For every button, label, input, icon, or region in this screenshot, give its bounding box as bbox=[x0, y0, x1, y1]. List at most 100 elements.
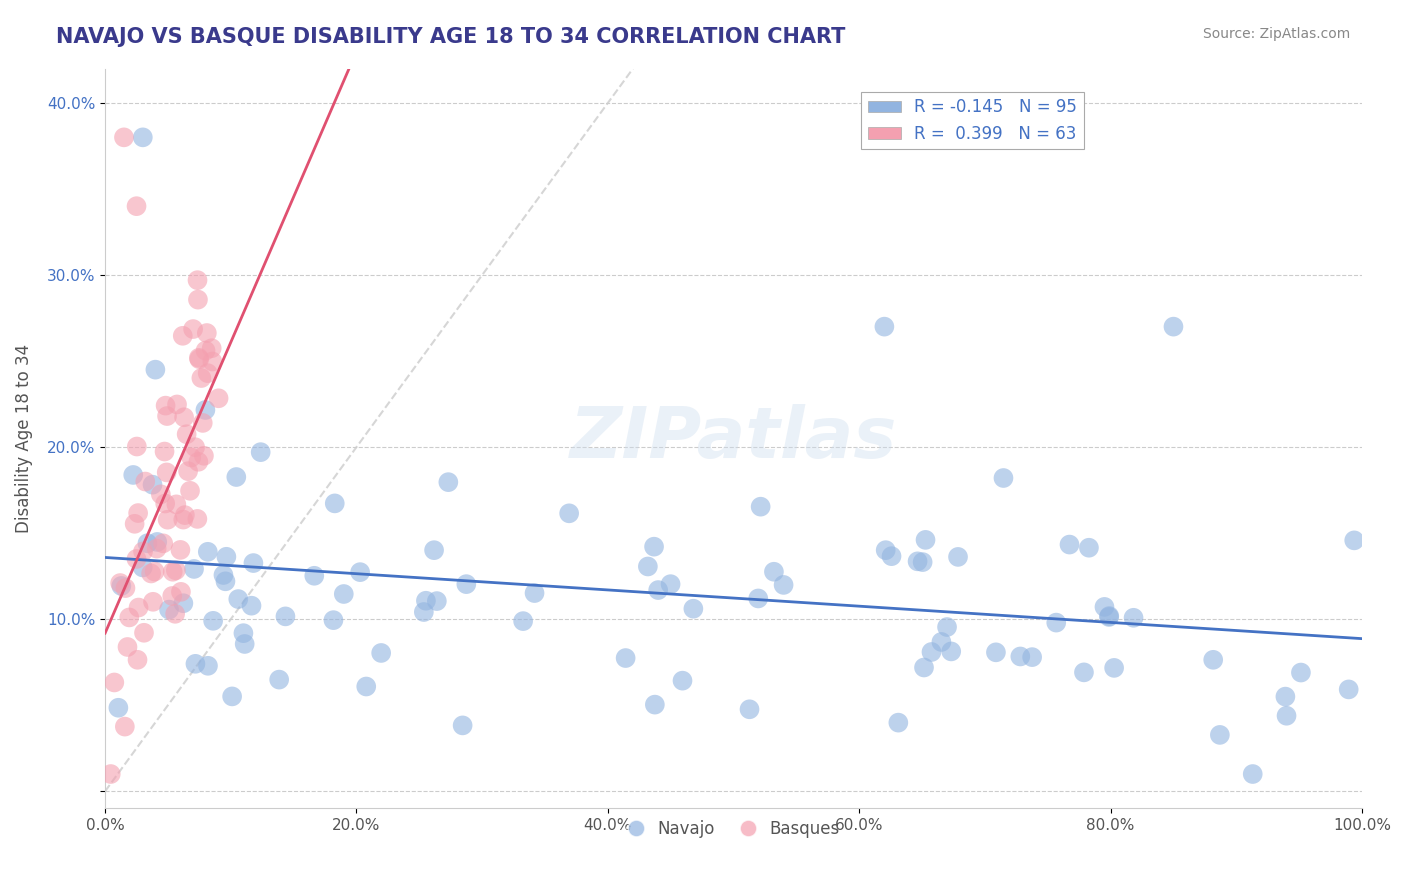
Point bbox=[1202, 653, 1225, 667]
Point bbox=[415, 593, 437, 607]
Point bbox=[647, 583, 669, 598]
Point bbox=[181, 322, 204, 336]
Point bbox=[128, 600, 150, 615]
Point bbox=[738, 702, 761, 716]
Point bbox=[931, 635, 953, 649]
Point bbox=[143, 565, 166, 579]
Point bbox=[145, 362, 167, 376]
Point bbox=[349, 565, 371, 579]
Point bbox=[186, 512, 208, 526]
Point bbox=[197, 366, 219, 380]
Point bbox=[323, 496, 346, 510]
Point bbox=[187, 351, 209, 365]
Point bbox=[212, 568, 235, 582]
Point bbox=[125, 552, 148, 566]
Point bbox=[107, 700, 129, 714]
Point bbox=[100, 767, 122, 781]
Point bbox=[122, 467, 145, 482]
Point bbox=[190, 371, 212, 385]
Point bbox=[108, 576, 131, 591]
Point bbox=[1094, 599, 1116, 614]
Point bbox=[183, 562, 205, 576]
Point bbox=[132, 625, 155, 640]
Point bbox=[173, 508, 195, 522]
Point bbox=[162, 565, 184, 579]
Point bbox=[112, 130, 135, 145]
Point bbox=[907, 554, 929, 568]
Point bbox=[747, 591, 769, 606]
Point bbox=[333, 587, 356, 601]
Point bbox=[142, 595, 165, 609]
Point bbox=[127, 506, 149, 520]
Point bbox=[173, 410, 195, 425]
Point bbox=[1010, 649, 1032, 664]
Point bbox=[176, 427, 198, 442]
Point bbox=[125, 199, 148, 213]
Point bbox=[131, 560, 153, 574]
Point bbox=[512, 614, 534, 628]
Point bbox=[186, 273, 208, 287]
Point bbox=[172, 328, 194, 343]
Text: Source: ZipAtlas.com: Source: ZipAtlas.com bbox=[1202, 27, 1350, 41]
Point bbox=[155, 399, 177, 413]
Point bbox=[145, 541, 167, 556]
Point bbox=[165, 563, 187, 577]
Point bbox=[134, 475, 156, 489]
Point bbox=[132, 544, 155, 558]
Point bbox=[194, 343, 217, 358]
Point bbox=[682, 601, 704, 615]
Point bbox=[912, 660, 935, 674]
Point bbox=[1289, 665, 1312, 680]
Point bbox=[1073, 665, 1095, 680]
Point bbox=[169, 542, 191, 557]
Point bbox=[125, 440, 148, 454]
Point bbox=[170, 585, 193, 599]
Point bbox=[426, 594, 449, 608]
Point bbox=[614, 651, 637, 665]
Legend: Navajo, Basques: Navajo, Basques bbox=[620, 814, 846, 845]
Point bbox=[165, 607, 187, 621]
Point bbox=[875, 543, 897, 558]
Point bbox=[242, 556, 264, 570]
Point bbox=[637, 559, 659, 574]
Text: NAVAJO VS BASQUE DISABILITY AGE 18 TO 34 CORRELATION CHART: NAVAJO VS BASQUE DISABILITY AGE 18 TO 34… bbox=[56, 27, 845, 46]
Point bbox=[146, 535, 169, 549]
Point bbox=[233, 637, 256, 651]
Point bbox=[156, 513, 179, 527]
Point bbox=[269, 673, 291, 687]
Point bbox=[412, 605, 434, 619]
Text: ZIPatlas: ZIPatlas bbox=[569, 404, 897, 473]
Point bbox=[187, 455, 209, 469]
Point bbox=[644, 698, 666, 712]
Point bbox=[749, 500, 772, 514]
Point bbox=[156, 466, 179, 480]
Point bbox=[1059, 538, 1081, 552]
Y-axis label: Disability Age 18 to 34: Disability Age 18 to 34 bbox=[15, 344, 32, 533]
Point bbox=[304, 568, 326, 582]
Point bbox=[194, 403, 217, 417]
Point bbox=[207, 392, 229, 406]
Point bbox=[156, 409, 179, 423]
Point bbox=[118, 610, 141, 624]
Point bbox=[221, 690, 243, 704]
Point bbox=[354, 680, 377, 694]
Point bbox=[887, 715, 910, 730]
Point bbox=[202, 614, 225, 628]
Point bbox=[993, 471, 1015, 485]
Point bbox=[1343, 533, 1365, 548]
Point bbox=[1274, 690, 1296, 704]
Point bbox=[920, 645, 942, 659]
Point bbox=[141, 477, 163, 491]
Point bbox=[179, 483, 201, 498]
Point bbox=[188, 352, 211, 367]
Point bbox=[762, 565, 785, 579]
Point bbox=[215, 549, 238, 564]
Point bbox=[136, 536, 159, 550]
Point bbox=[772, 578, 794, 592]
Point bbox=[114, 720, 136, 734]
Point bbox=[911, 555, 934, 569]
Point bbox=[1077, 541, 1099, 555]
Point bbox=[558, 506, 581, 520]
Point bbox=[941, 644, 963, 658]
Point bbox=[370, 646, 392, 660]
